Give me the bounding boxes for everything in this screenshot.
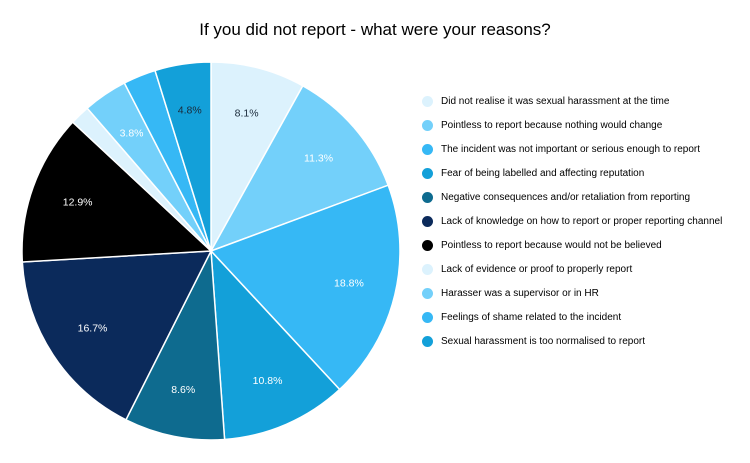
legend-swatch	[422, 215, 433, 227]
legend-swatch	[422, 167, 433, 179]
slice-label-5: 8.6%	[171, 384, 195, 396]
legend-swatch	[422, 311, 433, 323]
legend-item: Fear of being labelled and affecting rep…	[422, 161, 722, 185]
legend-item: Pointless to report because nothing woul…	[422, 113, 722, 137]
legend-swatch	[422, 335, 433, 347]
legend-item: Sexual harassment is too normalised to r…	[422, 329, 722, 353]
pie-slice-1	[210, 61, 304, 254]
pie-slice-5	[124, 248, 226, 441]
pie-slice-11	[154, 61, 212, 252]
legend-swatch	[422, 191, 433, 203]
legend-label: Did not realise it was sexual harassment…	[441, 95, 670, 107]
legend: Did not realise it was sexual harassment…	[422, 89, 722, 353]
legend-swatch	[422, 263, 433, 275]
chart-title: If you did not report - what were your r…	[199, 20, 551, 39]
legend-label: Feelings of shame related to the inciden…	[441, 311, 622, 323]
legend-item: The incident was not important or seriou…	[422, 137, 722, 161]
legend-item: Lack of knowledge on how to report or pr…	[422, 209, 722, 233]
legend-item: Lack of evidence or proof to properly re…	[422, 257, 722, 281]
legend-label: Sexual harassment is too normalised to r…	[441, 335, 645, 347]
legend-swatch	[422, 239, 433, 251]
slice-label-9: 3.8%	[120, 127, 144, 139]
legend-swatch	[422, 287, 433, 299]
legend-label: Lack of knowledge on how to report or pr…	[441, 215, 723, 227]
legend-label: The incident was not important or seriou…	[441, 143, 701, 155]
legend-label: Fear of being labelled and affecting rep…	[441, 167, 645, 179]
slice-label-4: 10.8%	[253, 375, 283, 387]
slice-label-11: 4.8%	[178, 105, 202, 117]
legend-label: Pointless to report because nothing woul…	[441, 119, 663, 131]
pie-slices	[21, 61, 401, 441]
pie-slice-2	[209, 84, 390, 253]
pie-slice-3	[209, 184, 401, 391]
legend-swatch	[422, 119, 433, 131]
legend-swatch	[422, 143, 433, 155]
pie-labels: 8.1% 11.3% 18.8% 10.8% 8.6% 16.7% 12.9% 3.8% 4.8…	[63, 105, 364, 396]
legend-label: Harasser was a supervisor or in HR	[441, 287, 599, 299]
pie-slice-7	[21, 121, 213, 263]
pie-slice-6	[21, 250, 213, 421]
slice-label-6: 16.7%	[78, 323, 108, 335]
slice-label-7: 12.9%	[63, 197, 93, 209]
slice-label-3: 18.8%	[334, 278, 364, 290]
legend-label: Pointless to report because would not be…	[441, 239, 662, 251]
legend-item: Feelings of shame related to the inciden…	[422, 305, 722, 329]
slice-label-2: 11.3%	[304, 152, 333, 164]
legend-label: Negative consequences and/or retaliation…	[441, 191, 691, 203]
legend-item: Pointless to report because would not be…	[422, 233, 722, 257]
slice-label-1: 8.1%	[235, 108, 259, 120]
legend-swatch	[422, 95, 433, 107]
legend-item: Did not realise it was sexual harassment…	[422, 89, 722, 113]
legend-label: Lack of evidence or proof to properly re…	[441, 263, 633, 275]
legend-item: Negative consequences and/or retaliation…	[422, 185, 722, 209]
pie-slice-4	[210, 248, 341, 441]
legend-item: Harasser was a supervisor or in HR	[422, 281, 722, 305]
